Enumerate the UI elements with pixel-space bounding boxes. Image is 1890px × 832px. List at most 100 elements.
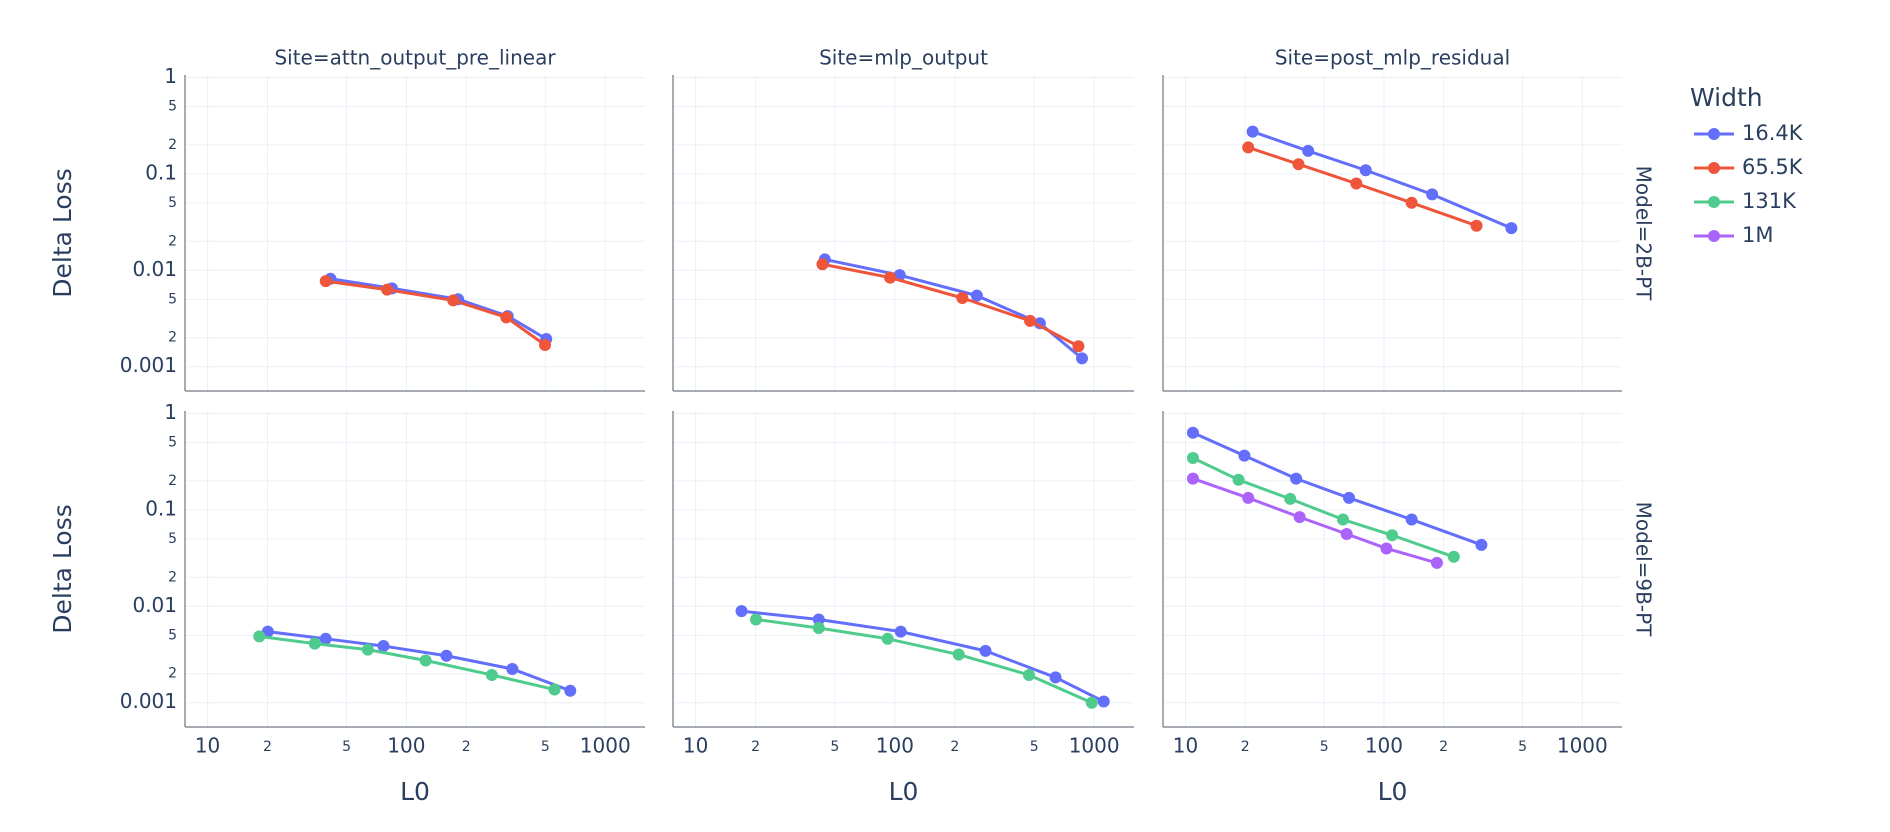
legend-title: Width (1690, 83, 1763, 112)
data-point (1405, 196, 1418, 209)
legend-label: 1M (1742, 223, 1773, 247)
series-line (267, 630, 571, 693)
legend-label: 65.5K (1742, 155, 1804, 179)
data-point (1022, 668, 1035, 681)
y-axis-title: Delta Loss (48, 504, 77, 633)
x-tick-label: 2 (751, 739, 760, 755)
series-line (755, 617, 1093, 705)
y-tick-label: 2 (168, 233, 177, 249)
facet-title: Site=mlp_output (819, 46, 988, 70)
series-line (741, 609, 1105, 703)
data-point (1337, 513, 1350, 526)
y-tick-label: 0.1 (145, 496, 177, 520)
y-tick-label: 2 (168, 569, 177, 585)
series-line (1247, 146, 1478, 228)
data-point (548, 683, 561, 696)
data-point (1470, 219, 1483, 232)
legend-marker (1708, 162, 1720, 174)
y-tick-label: 5 (168, 531, 177, 547)
data-point (812, 613, 825, 626)
y-tick-label: 1 (164, 64, 177, 88)
x-tick-label: 1000 (580, 734, 631, 758)
y-tick-label: 5 (168, 291, 177, 307)
data-point (539, 338, 552, 351)
series-line (1192, 456, 1455, 559)
data-point (1186, 426, 1199, 439)
data-point (500, 311, 513, 324)
data-point (253, 630, 266, 643)
data-point (1085, 696, 1098, 709)
data-point (485, 668, 498, 681)
data-point (1049, 671, 1062, 684)
series-line (259, 634, 555, 692)
y-tick-label: 5 (168, 98, 177, 114)
x-tick-label: 10 (683, 734, 708, 758)
data-point (377, 640, 390, 653)
x-tick-label: 2 (462, 739, 471, 755)
data-point (1097, 695, 1110, 708)
data-point (1405, 513, 1418, 526)
legend-label: 16.4K (1742, 121, 1804, 145)
data-point (1447, 550, 1460, 563)
data-point (1186, 452, 1199, 465)
data-point (1186, 472, 1199, 485)
y-tick-label: 2 (168, 137, 177, 153)
data-point (881, 632, 894, 645)
y-tick-label: 2 (168, 666, 177, 682)
y-tick-label: 5 (168, 195, 177, 211)
data-point (319, 632, 332, 645)
x-tick-label: 5 (1030, 739, 1039, 755)
x-tick-label: 5 (830, 739, 839, 755)
data-point (952, 648, 965, 661)
data-point (1426, 188, 1439, 201)
series-line (1192, 477, 1438, 565)
x-tick-label: 5 (541, 739, 550, 755)
y-tick-label: 2 (168, 473, 177, 489)
data-point (1232, 473, 1245, 486)
data-point (319, 275, 332, 288)
data-point (1072, 340, 1085, 353)
data-point (564, 684, 577, 697)
data-point (1359, 164, 1372, 177)
data-point (812, 621, 825, 634)
y-tick-label: 1 (164, 400, 177, 424)
x-tick-label: 10 (1173, 734, 1198, 758)
y-tick-label: 0.1 (145, 160, 177, 184)
x-tick-label: 5 (342, 739, 351, 755)
y-axis-title: Delta Loss (48, 168, 77, 297)
x-axis-title: L0 (400, 777, 430, 806)
legend-marker (1708, 196, 1720, 208)
legend-marker (1708, 128, 1720, 140)
data-point (1380, 542, 1393, 555)
data-point (440, 649, 453, 662)
x-tick-label: 5 (1518, 739, 1527, 755)
y-tick-label: 0.01 (132, 593, 177, 617)
data-point (816, 258, 829, 271)
facet-title: Site=attn_output_pre_linear (274, 46, 556, 70)
data-point (1475, 538, 1488, 551)
data-point (1505, 222, 1518, 235)
series-line (1192, 431, 1482, 547)
x-tick-label: 100 (1365, 734, 1403, 758)
data-point (1302, 144, 1315, 157)
data-point (1238, 449, 1251, 462)
x-axis-title: L0 (1378, 777, 1408, 806)
x-tick-label: 100 (387, 734, 425, 758)
series-line (824, 257, 1083, 360)
data-point (1290, 472, 1303, 485)
data-point (956, 292, 969, 305)
y-tick-label: 0.001 (120, 689, 177, 713)
x-tick-label: 5 (1320, 739, 1329, 755)
x-tick-label: 2 (263, 739, 272, 755)
facet-title: Site=post_mlp_residual (1275, 46, 1510, 70)
x-tick-label: 1000 (1557, 734, 1608, 758)
data-point (1340, 527, 1353, 540)
data-point (1293, 511, 1306, 524)
data-point (419, 654, 432, 667)
data-point (1343, 491, 1356, 504)
data-point (1292, 158, 1305, 171)
data-point (1246, 125, 1259, 138)
data-point (750, 613, 763, 626)
data-point (361, 643, 374, 656)
data-point (1430, 556, 1443, 569)
